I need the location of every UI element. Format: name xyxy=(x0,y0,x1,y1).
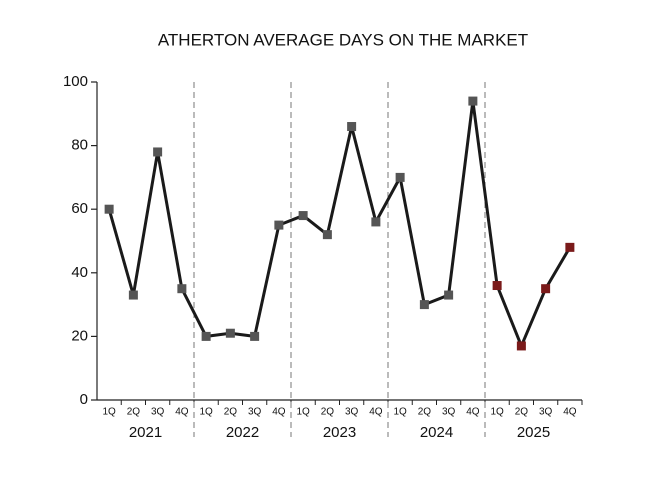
marker xyxy=(492,281,502,291)
x-tick-label: 1Q xyxy=(102,407,116,418)
x-tick-label: 3Q xyxy=(442,407,456,418)
y-tick-label: 100 xyxy=(63,73,88,90)
marker xyxy=(395,172,405,182)
marker xyxy=(128,290,138,300)
marker xyxy=(322,230,332,240)
marker xyxy=(274,220,284,230)
x-tick-label: 1Q xyxy=(199,407,213,418)
x-tick-label: 2Q xyxy=(127,407,141,418)
marker xyxy=(516,341,526,351)
group-label: 2025 xyxy=(517,424,550,441)
x-tick-label: 2Q xyxy=(515,407,529,418)
marker xyxy=(419,300,429,310)
y-tick-label: 40 xyxy=(71,264,88,281)
group-label: 2022 xyxy=(226,424,259,441)
marker xyxy=(444,290,454,300)
marker xyxy=(153,147,163,157)
x-tick-label: 2Q xyxy=(321,407,335,418)
y-tick-label: 80 xyxy=(71,137,88,154)
marker xyxy=(541,284,551,294)
x-tick-label: 3Q xyxy=(151,407,165,418)
group-label: 2024 xyxy=(420,424,453,441)
y-tick-label: 60 xyxy=(71,200,88,217)
marker xyxy=(177,284,187,294)
marker xyxy=(347,122,357,132)
group-label: 2021 xyxy=(129,424,162,441)
marker xyxy=(201,331,211,341)
marker xyxy=(298,211,308,221)
x-tick-label: 3Q xyxy=(345,407,359,418)
y-tick-label: 20 xyxy=(71,327,88,344)
group-label: 2023 xyxy=(323,424,356,441)
marker xyxy=(250,331,260,341)
x-tick-label: 3Q xyxy=(248,407,262,418)
x-tick-label: 4Q xyxy=(272,407,286,418)
x-tick-label: 4Q xyxy=(175,407,189,418)
marker xyxy=(371,217,381,227)
marker xyxy=(468,96,478,106)
y-tick-label: 0 xyxy=(80,391,88,408)
marker xyxy=(565,242,575,252)
x-tick-label: 2Q xyxy=(418,407,432,418)
chart-title: ATHERTON AVERAGE DAYS ON THE MARKET xyxy=(158,30,528,49)
x-tick-label: 4Q xyxy=(563,407,577,418)
x-tick-label: 1Q xyxy=(393,407,407,418)
x-tick-label: 4Q xyxy=(369,407,383,418)
x-tick-label: 1Q xyxy=(296,407,310,418)
line xyxy=(107,99,572,348)
marker xyxy=(225,328,235,338)
x-tick-label: 4Q xyxy=(466,407,480,418)
marker xyxy=(104,204,114,214)
x-tick-label: 2Q xyxy=(224,407,238,418)
x-tick-label: 1Q xyxy=(490,407,504,418)
x-tick-label: 3Q xyxy=(539,407,553,418)
